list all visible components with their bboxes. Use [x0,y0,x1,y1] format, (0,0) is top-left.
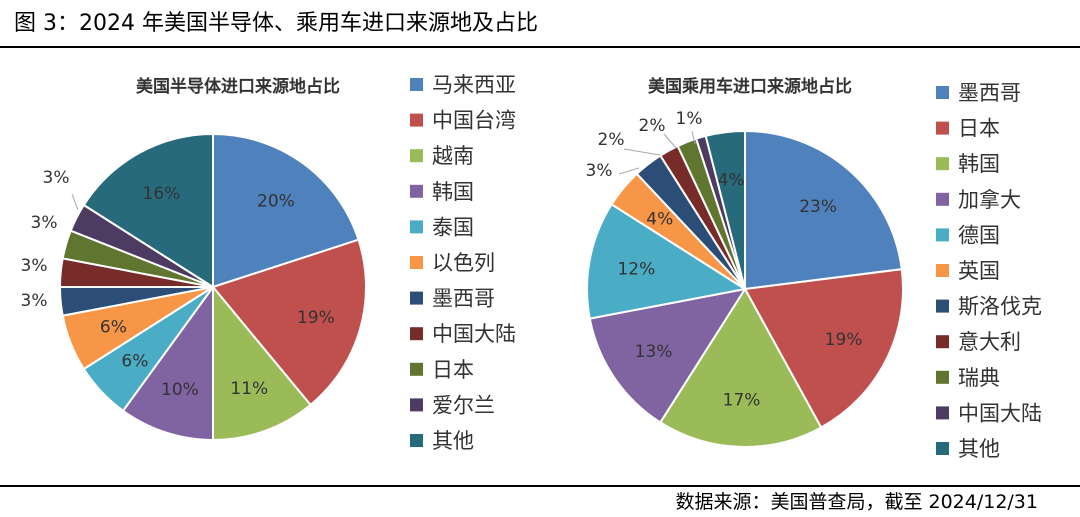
data-label: 10% [161,380,199,400]
data-label: 20% [257,191,295,211]
legend-swatch [410,327,423,341]
legend-swatch [936,370,949,384]
legend-swatch [936,264,949,277]
legend-label: 泰国 [432,215,474,239]
data-label: 4% [718,170,745,190]
legend-swatch [410,291,423,305]
pie-slice [588,287,748,424]
leader-line [623,148,661,156]
data-label: 1% [676,109,703,129]
legend-label: 中国大陆 [432,322,516,346]
pie-slice [121,283,214,442]
data-label: 17% [723,391,761,411]
data-label: 2% [639,116,666,136]
data-label: 6% [121,351,148,371]
legend-label: 韩国 [432,180,474,204]
data-label: 4% [646,210,673,230]
legend-label: 马来西亚 [432,73,516,97]
data-label: 19% [297,308,335,328]
legend-swatch [410,220,423,234]
pie-slice [82,132,214,289]
passenger-car-pie-chart: 美国乘用车进口来源地占比 23% 19% 17% 13% 12% 4% 3% 2% 2% 1% 4% 墨… [586,76,1042,461]
legend-label: 中国台湾 [432,109,516,133]
legend-label: 日本 [432,358,474,382]
pie-slice [743,268,904,429]
data-label: 11% [230,379,268,399]
legend-label: 日本 [958,117,1000,141]
legend-swatch [410,184,423,198]
legend-label: 斯洛伐克 [958,295,1042,319]
legend-swatch [936,228,949,242]
source-note: 数据来源：美国普查局，截至 2024/12/31 [675,491,1038,513]
legend-label: 意大利 [958,330,1021,354]
legend-label: 德国 [958,223,1000,247]
data-label: 3% [43,168,70,188]
chart-title: 美国半导体进口来源地占比 [136,76,340,97]
pie-slice [744,129,903,291]
legend-label: 越南 [432,144,474,168]
legend-label: 墨西哥 [432,287,495,311]
leader-line [691,130,696,145]
legend-swatch [410,78,423,91]
legend-swatch [936,442,949,455]
pie-slice [211,238,367,407]
legend-label: 加拿大 [958,188,1021,212]
legend-label: 瑞典 [958,366,1000,390]
data-label: 13% [635,342,673,362]
legend-label: 韩国 [958,152,1000,176]
legend-swatch [410,362,423,376]
legend-swatch [936,335,949,349]
legend-swatch [936,299,949,313]
legend-swatch [936,157,949,171]
legend-swatch [410,149,423,163]
pie-slice [704,129,746,290]
legend-label: 中国大陆 [958,401,1042,425]
leader-line [71,193,79,211]
data-label: 3% [21,256,48,276]
pie-slice [586,202,748,320]
semiconductor-pie-chart: 美国半导体进口来源地占比 20% 19% 11% 10% 6% 6% 3% 3% 3% 3% 16% 马… [21,73,516,453]
pie-slice [212,132,360,289]
data-label: 3% [31,213,58,233]
data-label: 3% [21,291,48,311]
legend-swatch [936,86,949,99]
legend-swatch [936,406,949,420]
pie-slice [658,287,823,448]
legend-swatch [936,192,949,206]
legend-swatch [936,121,949,135]
data-label: 12% [617,259,655,279]
legend-swatch [410,398,423,412]
legend-swatch [410,434,423,447]
legend-label: 墨西哥 [958,81,1021,105]
data-label: 16% [143,184,181,204]
data-label: 23% [799,197,837,217]
legend-label: 其他 [958,437,1000,461]
legend-label: 其他 [432,429,474,453]
data-label: 19% [825,330,863,350]
legend-label: 以色列 [432,251,495,275]
data-label: 2% [598,130,625,150]
data-label: 6% [100,317,127,337]
chart-title: 美国乘用车进口来源地占比 [648,76,852,97]
pie-slice [212,284,312,442]
legend-swatch [410,256,423,269]
legend-label: 英国 [958,259,1000,283]
data-label: 3% [586,161,613,181]
bottom-rule [0,485,1080,487]
leader-line [663,133,677,149]
legend-swatch [410,113,423,127]
top-rule [0,46,1080,48]
legend-label: 爱尔兰 [432,393,495,417]
leader-line [618,167,640,175]
figure-title: 图 3：2024 年美国半导体、乘用车进口来源地及占比 [14,11,538,36]
